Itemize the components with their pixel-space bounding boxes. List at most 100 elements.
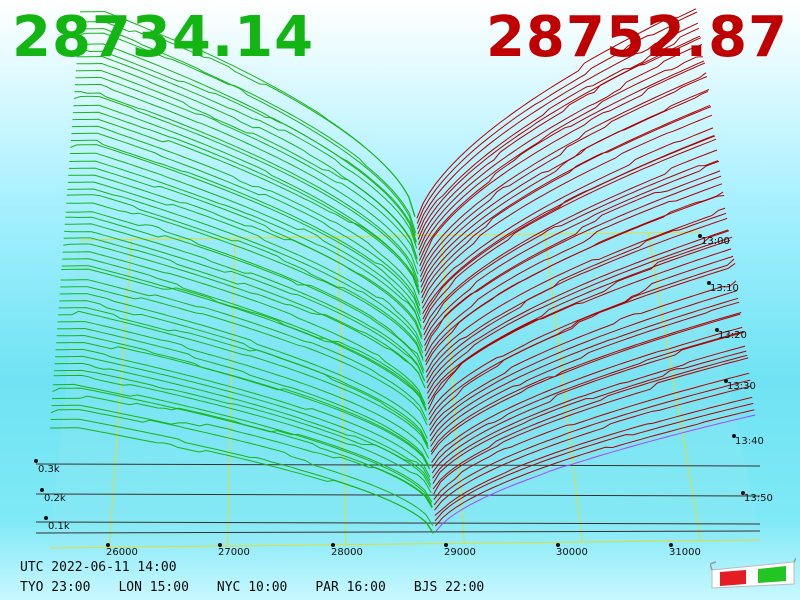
bid-depth-curve [79,28,416,236]
bid-depth-curve [63,243,426,389]
ask-depth-curve [421,106,712,299]
time-tick-mark [707,281,711,285]
price-tick-label: 28000 [331,547,363,558]
bid-depth-curve [54,362,432,488]
price-tick-mark [331,543,335,547]
ask-depth-curve [429,290,738,437]
depth-grid-edge [79,231,701,241]
bid-depth-curve [66,194,424,359]
ask-depth-curve [426,230,730,394]
bid-depth-curve [57,327,430,467]
ask-depth-curve [422,135,716,320]
ask-depth-curve [430,313,741,453]
price-grid-line [441,235,465,544]
bid-depth-curve [75,77,419,265]
price-tick-mark [218,543,222,547]
bid-depth-curve [64,230,426,382]
bid-depth-curve [73,95,420,288]
ask-depth-curve [420,89,710,288]
price-tick-mark [669,543,673,547]
depth-grid [35,231,761,549]
ask-depth-curve [421,127,714,309]
ask-depth-curve [427,236,733,410]
time-tick-mark [732,434,736,438]
bid-depth-curve [65,211,425,374]
bid-depth-curve [63,237,426,388]
price-tick-mark [556,543,560,547]
ask-depth-curve [427,248,732,405]
volume-tick-label: 0.3k [38,464,60,475]
depth-axis-labels: 26000 27000 28000 29000 30000 31000 0.1k 0.2k 0.… [34,234,773,558]
time-tick-mark [698,234,702,238]
bid-depth-curve [50,409,434,526]
ask-depth-curve [418,43,703,251]
volume-tick-label: 0.2k [44,493,66,504]
ask-depth-curve [432,350,747,484]
price-tick-label: 26000 [106,547,138,558]
bid-depth-curve [69,152,422,328]
price-tick-mark [106,543,110,547]
ask-depth-curve [423,160,720,341]
bid-depth-curve [61,268,427,411]
ask-depth-curve [425,195,725,366]
bid-depth-curve [53,383,432,505]
bid-depth-curve [60,279,428,421]
ask-depth-curve [423,149,718,330]
bid-depth-curve [74,83,419,275]
ask-depth-curve [433,357,749,495]
price-grid-line [337,236,347,545]
city-clock-lon: LON 15:00 [118,580,189,595]
ask-depth-curve [435,409,755,527]
time-tick-label: 13:30 [727,381,756,392]
bid-depth-curve [75,69,418,260]
volume-guide-line [35,521,761,525]
ask-depth-curve [426,229,729,389]
bid-depth-curve [58,310,429,450]
ask-depth-curve [418,37,702,245]
price-tick-label: 29000 [444,547,476,558]
price-tick-mark [444,543,448,547]
bid-depth-curve [51,404,433,508]
utc-clock: UTC 2022-06-11 14:00 [20,560,177,575]
3d-glasses-icon[interactable] [710,558,796,594]
ask-depth-curve [419,76,708,277]
ask-depth-curve [418,56,703,256]
ask-depth-curve [429,297,739,442]
bid-depth-curve [51,395,433,509]
bid-depth-curve [58,307,429,447]
ask-price: 28752.87 [485,5,788,70]
ask-depth-curve [418,60,705,261]
price-tick-label: 27000 [218,547,250,558]
bid-depth-curve [76,55,418,249]
ask-depth-curve [417,22,699,230]
ask-depth-curve [422,138,717,324]
bid-depth-curve [61,265,427,412]
bid-depth-curve [73,104,420,294]
ask-depth-curve [426,217,728,384]
bid-depth-curve [77,49,417,243]
bid-depth-curve [56,341,431,470]
bid-depth-curve [60,286,428,426]
bid-depth-curve [71,125,421,306]
ask-depth-curves [416,8,756,532]
volume-tick-label: 0.1k [48,521,70,532]
time-tick-label: 13:40 [735,436,764,447]
bid-depth-curve [66,202,424,361]
bid-depth-curve [62,258,427,409]
bid-depth-curve [74,91,419,283]
ask-depth-curve [416,8,697,219]
city-clock-tyo: TYO 23:00 [20,580,91,595]
bid-depth-curve [59,300,429,445]
bid-depth-curve [64,223,425,380]
ask-depth-curve [424,175,722,352]
city-clock-nyc: NYC 10:00 [216,580,288,595]
bid-depth-curve [62,251,426,405]
ask-depth-curve [420,90,709,283]
bid-depth-curve [54,369,432,486]
bid-depth-curve [71,132,421,312]
time-tick-label: 13:50 [744,493,773,504]
volume-tick-mark [40,488,44,492]
bid-depth-curve [59,293,428,439]
ask-depth-curve [433,372,750,500]
